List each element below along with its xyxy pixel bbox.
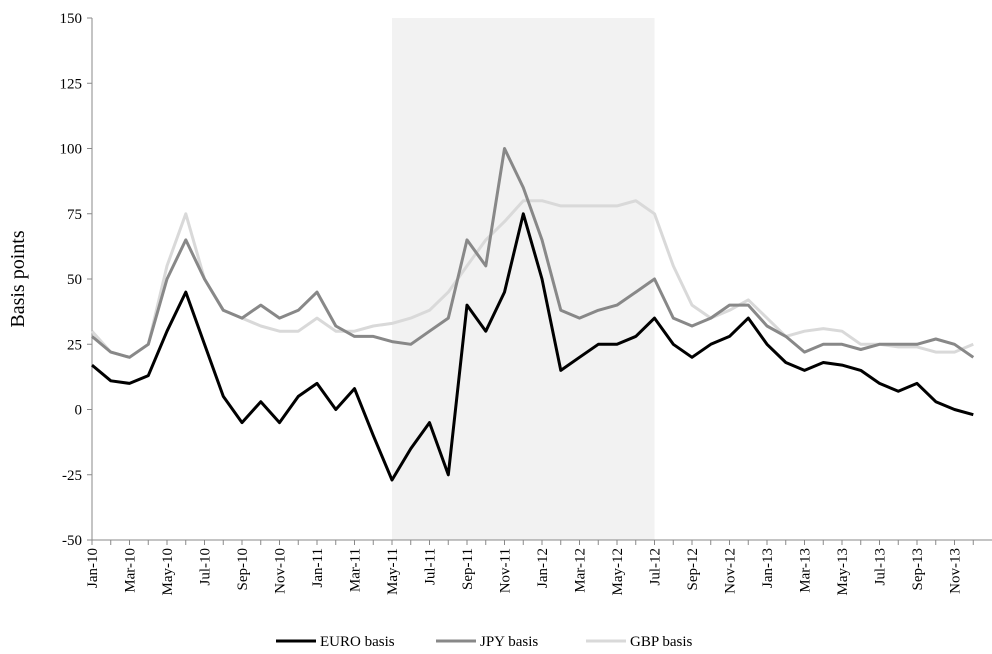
y-axis-label: Basis points: [7, 230, 29, 327]
x-tick-label: May-10: [160, 548, 176, 596]
x-tick-label: May-13: [835, 548, 851, 596]
x-tick-label: Nov-13: [948, 548, 964, 594]
y-tick-label: -25: [62, 468, 82, 484]
y-tick-label: 25: [67, 337, 82, 353]
legend-label: EURO basis: [320, 634, 395, 650]
x-tick-label: Mar-13: [798, 548, 814, 593]
x-tick-label: Jul-10: [198, 548, 214, 586]
x-tick-label: Jul-11: [423, 548, 439, 585]
x-tick-label: Nov-11: [498, 548, 514, 593]
x-tick-label: Jan-13: [760, 548, 776, 588]
legend-label: GBP basis: [630, 634, 693, 650]
x-tick-label: Sep-11: [460, 548, 476, 590]
x-tick-label: Jul-12: [648, 548, 664, 586]
x-tick-label: Mar-11: [348, 548, 364, 592]
x-tick-label: May-11: [385, 548, 401, 595]
y-tick-label: 50: [67, 272, 82, 288]
x-tick-label: Jan-11: [310, 548, 326, 587]
y-tick-label: 0: [75, 403, 83, 419]
x-tick-label: Sep-12: [685, 548, 701, 591]
x-tick-label: Mar-10: [123, 548, 139, 593]
x-tick-label: Mar-12: [573, 548, 589, 593]
x-tick-label: Jan-12: [535, 548, 551, 588]
series-line: [91, 147, 975, 359]
y-tick-label: 150: [60, 11, 83, 27]
legend-label: JPY basis: [480, 634, 538, 650]
x-tick-label: Sep-13: [910, 548, 926, 591]
x-tick-label: Sep-10: [235, 548, 251, 591]
y-tick-label: 75: [67, 207, 82, 223]
x-tick-label: May-12: [610, 548, 626, 596]
y-tick-label: 125: [60, 76, 83, 92]
y-tick-label: -50: [62, 533, 82, 549]
series-line: [91, 212, 974, 482]
y-tick-label: 100: [60, 142, 83, 158]
x-tick-label: Nov-12: [723, 548, 739, 594]
x-tick-label: Jul-13: [873, 548, 889, 586]
x-tick-label: Jan-10: [85, 548, 101, 588]
highlight-band: [392, 18, 655, 540]
x-tick-label: Nov-10: [273, 548, 289, 594]
